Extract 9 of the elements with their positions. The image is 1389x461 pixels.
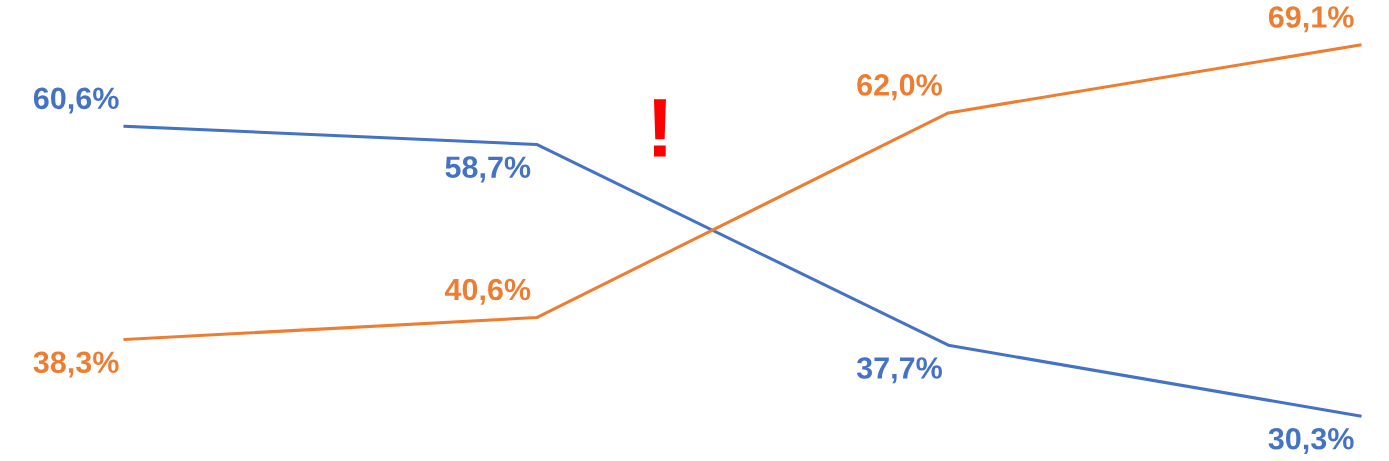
data-label: 62,0% (857, 74, 942, 101)
data-label: 40,6% (444, 278, 531, 305)
data-label: 37,7% (856, 357, 942, 384)
annotation: ! (653, 99, 666, 157)
data-label: 30,3% (1268, 427, 1354, 454)
data-label: 60,6% (33, 87, 119, 114)
data-label: 69,1% (1268, 6, 1354, 33)
data-label: 38,3% (33, 351, 119, 378)
data-label: 58,7% (445, 156, 531, 183)
